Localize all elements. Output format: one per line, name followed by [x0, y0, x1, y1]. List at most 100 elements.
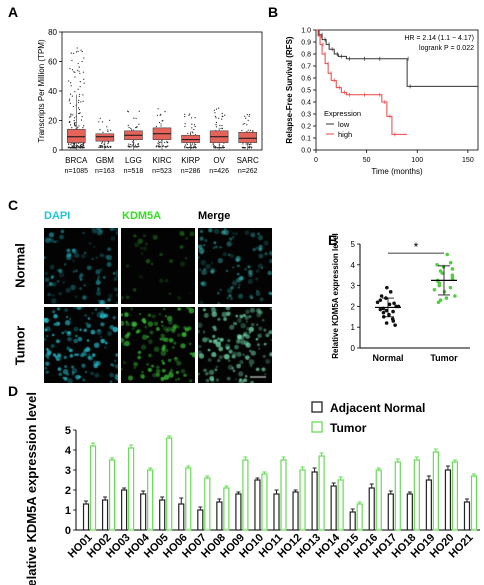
data-point — [82, 94, 84, 96]
data-point-normal — [392, 301, 396, 306]
data-point-normal — [391, 319, 396, 323]
data-point — [74, 91, 76, 93]
bar-tumor — [375, 469, 382, 531]
data-point — [107, 142, 109, 145]
data-point — [127, 124, 129, 126]
legend-swatch — [311, 421, 323, 433]
data-point — [216, 147, 218, 149]
data-point — [68, 147, 70, 149]
row-label-tumor: Tumor — [12, 325, 28, 366]
data-point — [188, 114, 190, 116]
bar-adjacent-normal — [235, 493, 242, 531]
data-point — [73, 143, 75, 145]
data-point — [193, 147, 195, 149]
data-point — [72, 105, 75, 108]
data-point — [137, 143, 140, 145]
data-point — [102, 131, 104, 133]
y-tick-label: 3 — [351, 282, 356, 291]
data-point — [223, 146, 225, 149]
survival-curve-chart: 0 50 100 150 0.0 0.1 0.2 0.3 0.4 0.5 0.6 0.7 0.8 0.9 1… — [285, 28, 479, 176]
data-point — [82, 144, 85, 146]
data-point — [127, 111, 130, 113]
data-point — [164, 111, 166, 113]
data-point-normal — [388, 290, 393, 294]
data-point — [70, 52, 72, 54]
data-point — [79, 112, 81, 115]
data-point — [69, 98, 71, 100]
data-point — [101, 142, 103, 144]
data-point-normal — [387, 302, 392, 307]
data-point — [251, 147, 253, 149]
data-point — [184, 147, 186, 149]
bar-adjacent-normal — [463, 501, 471, 531]
data-point — [165, 146, 168, 148]
data-point — [134, 144, 136, 146]
data-point — [244, 115, 246, 117]
data-point — [130, 146, 132, 148]
data-point-tumor — [440, 271, 445, 275]
data-point — [71, 69, 74, 71]
data-point — [99, 145, 101, 147]
data-point — [194, 117, 196, 119]
y-axis-label: Relapse-Free Survival (RFS) — [285, 36, 294, 143]
data-point — [159, 114, 161, 116]
data-point — [220, 127, 222, 129]
bar-adjacent-normal — [444, 469, 452, 531]
bar-tumor — [299, 469, 306, 531]
data-point — [79, 93, 81, 95]
data-point — [67, 146, 69, 148]
data-point — [184, 145, 186, 147]
data-point — [248, 115, 250, 117]
data-point — [157, 145, 159, 147]
bar-tumor — [89, 445, 97, 531]
data-point — [215, 123, 217, 126]
data-point — [83, 125, 85, 127]
bar-tumor — [451, 461, 459, 531]
panel-label-e: E — [328, 232, 338, 248]
legend-label: low — [338, 120, 350, 129]
data-point — [77, 101, 80, 104]
y-tick-label: 4 — [351, 261, 356, 270]
data-point — [212, 144, 214, 146]
data-point — [101, 121, 104, 123]
legend-label: Adjacent Normal — [330, 401, 425, 415]
data-point — [191, 123, 193, 125]
y-tick-label: 0.6 — [301, 76, 311, 83]
bar-adjacent-normal — [368, 487, 375, 531]
bar-tumor — [261, 473, 268, 531]
data-point — [158, 144, 160, 146]
x-tick-label: 0 — [314, 157, 318, 164]
data-point-tumor — [432, 287, 437, 292]
y-tick-label: 0.5 — [301, 88, 311, 95]
data-point — [80, 49, 82, 51]
bar-tumor — [166, 437, 173, 531]
data-point — [155, 145, 158, 147]
y-tick-label: 0 — [65, 525, 71, 537]
category-label: GBM — [96, 156, 115, 165]
data-point — [80, 143, 82, 146]
data-point-tumor — [448, 260, 453, 265]
data-point — [184, 144, 186, 146]
data-point — [191, 131, 193, 133]
bar-adjacent-normal — [178, 503, 185, 531]
kdm5a-scatter-chart: 0 1 2 3 4 5 Relative KDM5A expression level Nor… — [331, 233, 470, 363]
y-axis-label: Transcripts Per Million (TPM) — [37, 39, 46, 143]
count-label: n=1085 — [65, 168, 89, 175]
data-point-tumor — [450, 267, 455, 271]
y-tick-label: 80 — [48, 28, 57, 37]
data-point — [138, 110, 140, 112]
category-label: Normal — [372, 353, 403, 363]
data-point — [214, 115, 217, 117]
category-label: Tumor — [430, 353, 458, 363]
image-normal-merge — [198, 228, 272, 304]
category-label: BRCA — [65, 156, 88, 165]
series-line-high — [316, 29, 408, 135]
y-tick-label: 0.9 — [301, 40, 311, 47]
data-point — [74, 147, 77, 149]
data-point-normal — [384, 308, 389, 313]
data-point — [80, 101, 82, 103]
data-point — [160, 141, 162, 143]
category-label: OV — [213, 156, 225, 165]
bar-adjacent-normal — [159, 499, 166, 531]
data-point — [79, 80, 81, 83]
